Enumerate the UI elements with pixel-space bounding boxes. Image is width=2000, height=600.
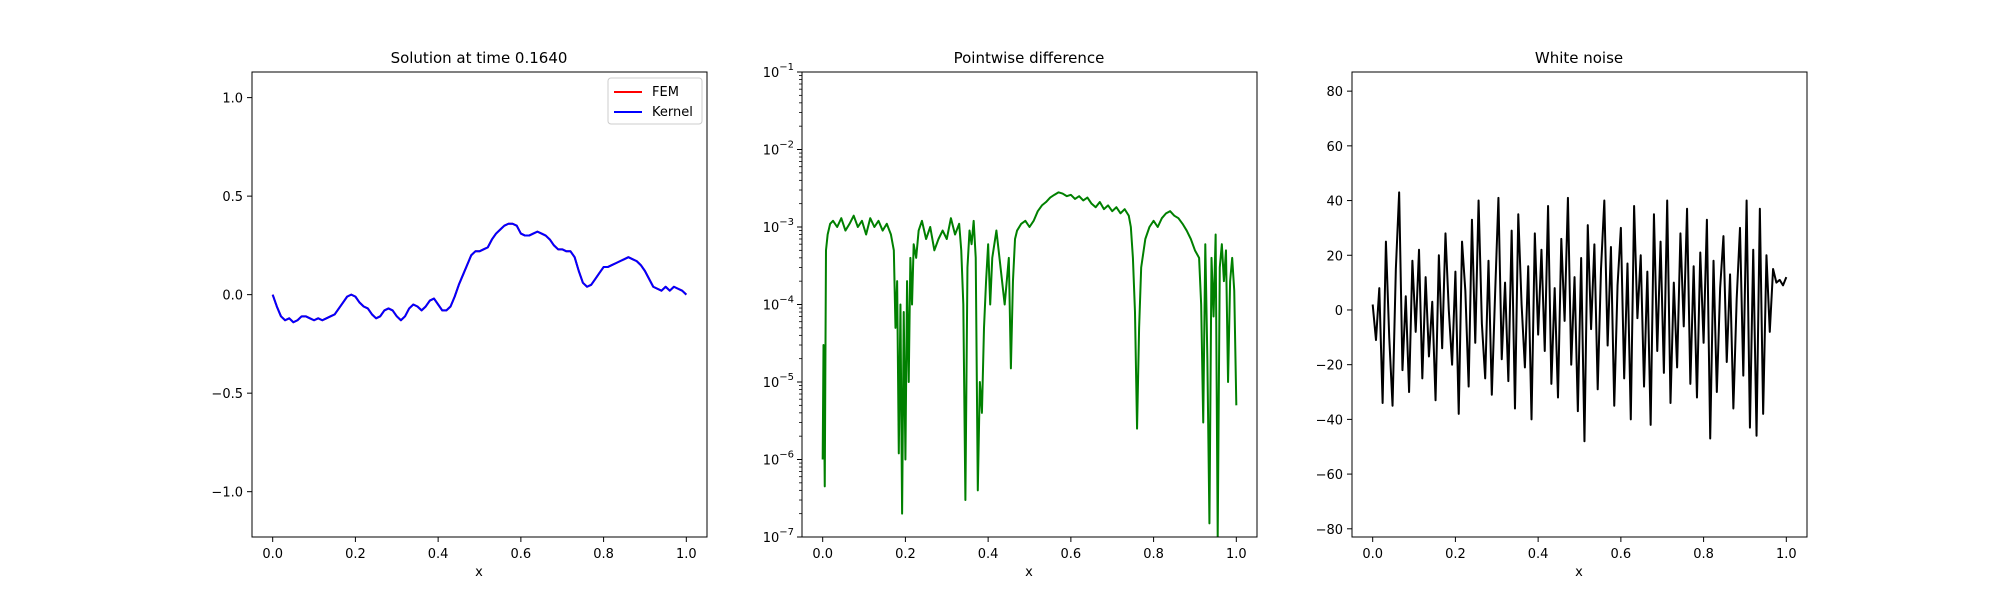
noise-ytick-label: 20 [1326,249,1343,264]
solution-xtick-label: 0.0 [262,547,283,562]
solution-ytick-label: 0.5 [222,190,243,205]
noise-xlabel: x [1575,565,1583,580]
legend-fem-label: FEM [652,85,679,100]
noise-ytick-label: −40 [1316,413,1343,428]
difference-ytick-exponent: −5 [779,372,794,383]
solution-xtick-label: 0.8 [593,547,614,562]
noise-ytick-label: 40 [1326,195,1343,210]
noise-panel: White noise x 0.0 0.2 0.4 0.6 0.8 1.0 −80 −60 −4… [1316,49,1808,580]
difference-xtick-label: 0.8 [1143,547,1164,562]
noise-ytick-label: 0 [1335,304,1343,319]
difference-xtick-label: 0.2 [895,547,916,562]
solution-xlabel: x [475,565,483,580]
difference-ytick-exponent: −1 [779,62,794,73]
solution-xtick-label: 1.0 [676,547,697,562]
difference-ytick-exponent: −2 [779,140,794,151]
difference-series-0-line [821,191,1238,537]
difference-xtick-label: 0.4 [978,547,999,562]
noise-xtick-label: 0.2 [1445,547,1466,562]
legend-kernel-label: Kernel [652,105,693,120]
solution-ytick-label: 1.0 [222,92,243,107]
solution-xtick-label: 0.4 [428,547,449,562]
solution-title: Solution at time 0.1640 [391,49,568,67]
solution-legend: FEM Kernel [607,77,703,125]
difference-panel: Pointwise difference x 0.0 0.2 0.4 0.6 0.8 1.… [763,49,1258,580]
difference-ytick-exponent: −4 [779,295,794,306]
difference-ytick-exponent: −6 [779,450,794,461]
noise-ytick-label: −80 [1316,523,1343,538]
difference-xtick-label: 0.0 [812,547,833,562]
solution-xtick-label: 0.2 [345,547,366,562]
difference-title: Pointwise difference [954,49,1105,67]
noise-xtick-label: 0.8 [1693,547,1714,562]
noise-title: White noise [1535,49,1623,67]
solution-panel: Solution at time 0.1640 x 0.0 0.2 0.4 0.6 0.… [211,49,708,580]
noise-series-0-line [1371,191,1788,443]
noise-ytick-label: −60 [1316,468,1343,483]
solution-ytick-label: 0.0 [222,289,243,304]
difference-ytick-exponent: −3 [779,217,794,228]
noise-ytick-label: 80 [1326,85,1343,100]
noise-xtick-label: 0.6 [1611,547,1632,562]
noise-xtick-label: 0.0 [1362,547,1383,562]
difference-xtick-label: 0.6 [1061,547,1082,562]
solution-series-kernel-line [271,222,688,324]
noise-ytick-label: 60 [1326,140,1343,155]
solution-xtick-label: 0.6 [511,547,532,562]
noise-axes-frame [1351,71,1808,538]
difference-ytick-exponent: −7 [779,527,794,538]
difference-xlabel: x [1025,565,1033,580]
difference-xtick-label: 1.0 [1226,547,1247,562]
solution-ytick-label: −0.5 [211,387,243,402]
noise-ytick-label: −20 [1316,359,1343,374]
noise-xtick-label: 0.4 [1528,547,1549,562]
solution-ytick-label: −1.0 [211,486,243,501]
solution-axes-frame [251,71,708,538]
noise-xtick-label: 1.0 [1776,547,1797,562]
